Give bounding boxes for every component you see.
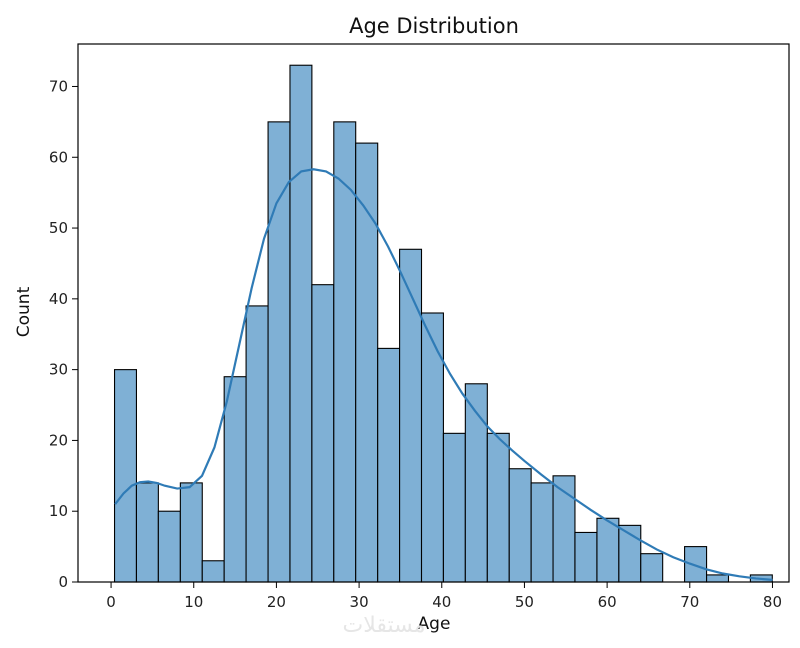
histogram-bar — [509, 469, 531, 582]
y-tick-label: 10 — [49, 502, 68, 520]
histogram-bar — [158, 511, 180, 582]
histogram-bars — [115, 65, 773, 582]
histogram-bar — [531, 483, 553, 582]
y-tick-label: 70 — [49, 77, 68, 95]
histogram-bar — [707, 575, 729, 582]
histogram-bar — [224, 377, 246, 582]
histogram-bar — [685, 547, 707, 582]
x-tick-label: 70 — [680, 593, 699, 611]
histogram-bar — [246, 306, 268, 582]
histogram-bar — [115, 370, 137, 582]
histogram-bar — [136, 483, 158, 582]
histogram-bar — [597, 518, 619, 582]
y-tick-label: 30 — [49, 361, 68, 379]
y-tick-label: 20 — [49, 431, 68, 449]
y-tick-label: 40 — [49, 290, 68, 308]
x-tick-label: 20 — [267, 593, 286, 611]
histogram-bar — [180, 483, 202, 582]
histogram-bar — [202, 561, 224, 582]
y-axis-label: Count — [14, 286, 34, 337]
histogram-bar — [487, 433, 509, 582]
x-tick-label: 30 — [350, 593, 369, 611]
histogram-bar — [422, 313, 444, 582]
histogram-bar — [641, 554, 663, 582]
histogram-bar — [400, 249, 422, 582]
x-tick-label: 60 — [598, 593, 617, 611]
histogram-bar — [290, 65, 312, 582]
y-tick-label: 50 — [49, 219, 68, 237]
watermark: مستقلات — [342, 613, 425, 638]
age-distribution-chart: Age Distribution 0 10 20 30 40 50 60 70 80 0 10 20… — [0, 0, 800, 648]
histogram-bar — [443, 433, 465, 582]
histogram-bar — [575, 532, 597, 582]
x-tick-label: 40 — [432, 593, 451, 611]
x-tick-label: 10 — [184, 593, 203, 611]
y-axis-ticks: 0 10 20 30 40 50 60 70 — [49, 77, 78, 591]
y-tick-label: 0 — [58, 573, 68, 591]
histogram-bar — [312, 285, 334, 582]
histogram-bar — [378, 348, 400, 582]
x-tick-label: 50 — [515, 593, 534, 611]
x-tick-label: 0 — [106, 593, 116, 611]
histogram-bar — [268, 122, 290, 582]
y-tick-label: 60 — [49, 148, 68, 166]
chart-title: Age Distribution — [349, 14, 519, 38]
x-tick-label: 80 — [763, 593, 782, 611]
x-axis-ticks: 0 10 20 30 40 50 60 70 80 — [106, 582, 782, 611]
